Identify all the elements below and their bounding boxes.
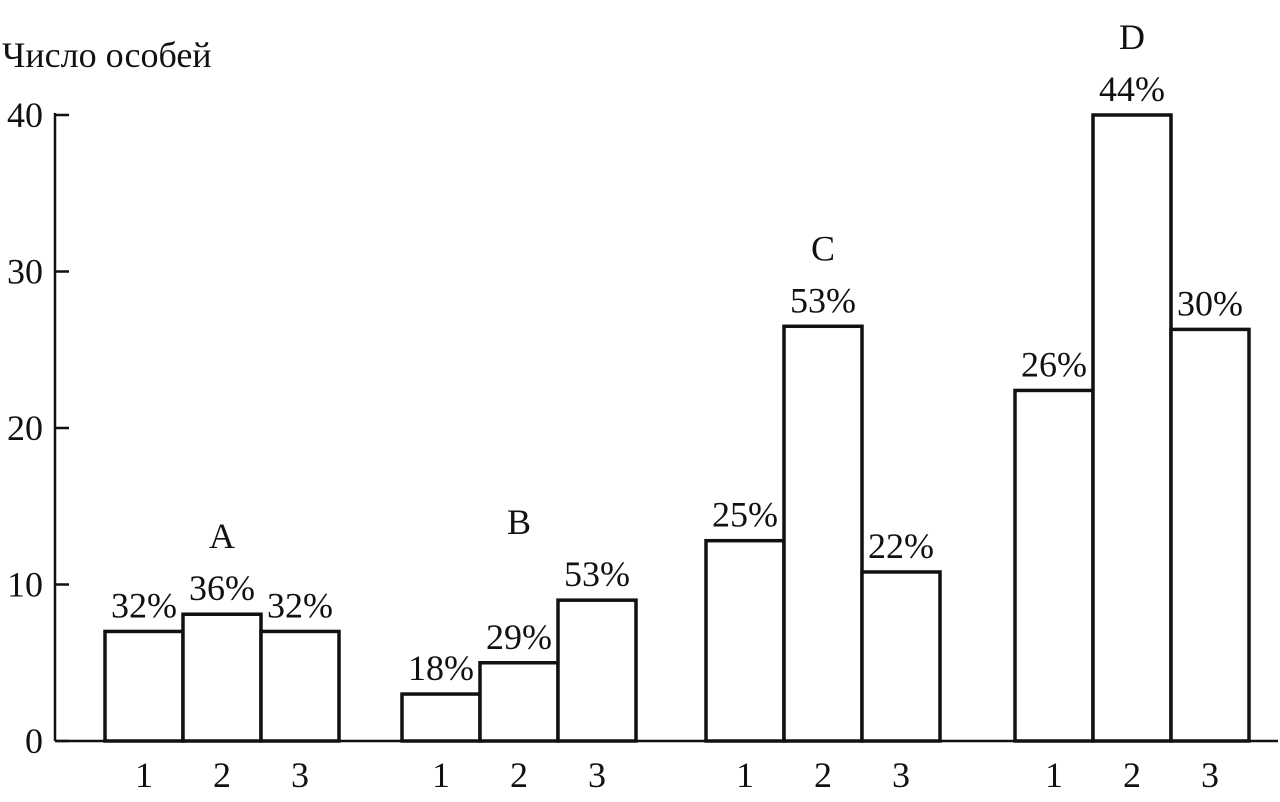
category-label: 2 [510,755,528,795]
bar-a-3 [259,629,341,743]
percent-label: 26% [1021,344,1087,384]
percent-label: 22% [868,526,934,566]
bar-d-2 [1091,113,1173,743]
percent-label: 30% [1177,283,1243,323]
percent-label: 18% [408,648,474,688]
category-label: 1 [736,755,754,795]
category-label: 3 [1201,755,1219,795]
percent-label: 44% [1099,69,1165,109]
bar-a-1 [103,629,185,743]
bar-d-3 [1169,327,1251,743]
group-label-c: C [811,228,835,268]
y-tick-label: 10 [7,565,43,605]
percent-label: 25% [712,495,778,535]
category-label: 2 [1123,755,1141,795]
group-label-b: B [507,502,531,542]
category-label: 3 [291,755,309,795]
category-label: 3 [588,755,606,795]
percent-label: 53% [564,554,630,594]
bar-b-1 [400,692,482,743]
category-label: 3 [892,755,910,795]
bar-b-3 [556,598,638,743]
y-tick-label: 40 [7,95,43,135]
y-tick-label: 20 [7,408,43,448]
percent-label: 29% [486,617,552,657]
category-label: 2 [814,755,832,795]
bar-b-2 [478,661,560,743]
percent-label: 53% [790,280,856,320]
bar-c-3 [860,570,942,743]
category-label: 1 [135,755,153,795]
group-labels: A B C D [209,17,1145,556]
bars [103,113,1251,743]
percent-label: 36% [189,568,255,608]
bar-c-2 [782,324,864,743]
group-label-a: A [209,516,235,556]
category-label: 1 [432,755,450,795]
category-label: 1 [1045,755,1063,795]
percent-label: 32% [111,585,177,625]
group-label-d: D [1119,17,1145,57]
category-label: 2 [213,755,231,795]
x-axis-category-labels: 1 2 3 1 2 3 1 2 3 1 2 3 [135,755,1219,795]
bar-a-2 [181,612,263,743]
y-tick-label: 0 [25,721,43,761]
y-tick-label: 30 [7,252,43,292]
percent-label: 32% [267,585,333,625]
bar-d-1 [1013,388,1095,743]
percent-labels: 32% 36% 32% 18% 29% 53% 25% 53% 22% 26% 44% 30% [111,69,1243,688]
y-axis-title: Число особей [2,35,212,75]
y-axis-ticks: 0 10 20 30 40 [7,95,69,761]
bar-c-1 [704,538,786,743]
